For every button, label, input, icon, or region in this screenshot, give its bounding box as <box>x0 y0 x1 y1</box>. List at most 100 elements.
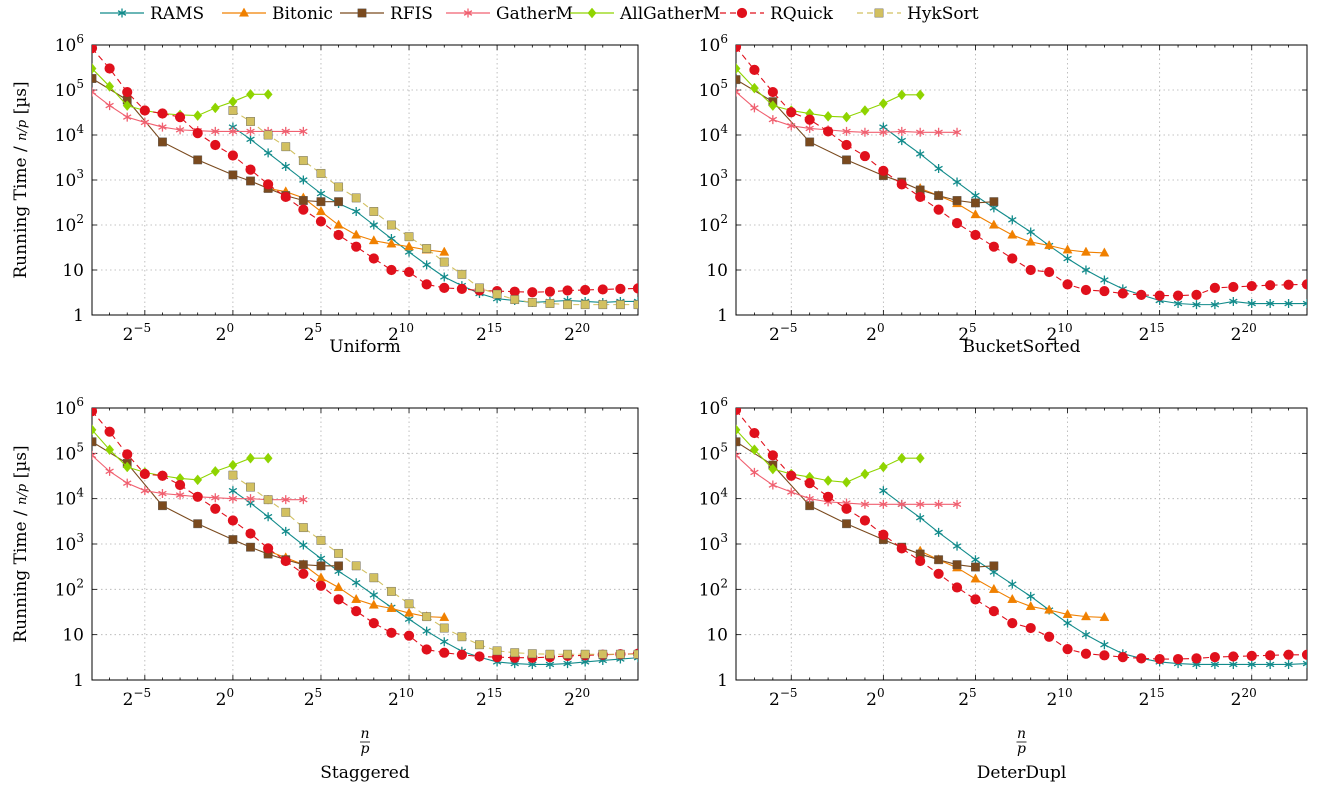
data-point <box>263 512 273 522</box>
data-point <box>440 637 449 647</box>
data-point <box>841 503 852 514</box>
data-point <box>105 81 115 92</box>
data-point <box>228 494 238 504</box>
data-point <box>1007 593 1018 603</box>
legend-marker <box>239 7 249 17</box>
data-point <box>580 300 590 310</box>
x-tick-label: 20 <box>866 321 884 345</box>
data-point <box>263 179 274 190</box>
data-point <box>1284 659 1293 669</box>
data-point <box>439 647 450 658</box>
data-point <box>1301 279 1307 290</box>
data-point <box>970 209 981 219</box>
data-point <box>263 543 274 554</box>
data-point <box>422 626 431 636</box>
y-tick-label: 104 <box>699 486 729 510</box>
y-tick-label: 1 <box>73 306 84 326</box>
series-rquick <box>736 408 1307 665</box>
x-tick-label: 215 <box>476 321 502 345</box>
data-point <box>457 632 467 642</box>
y-tick-label: 1 <box>717 306 728 326</box>
data-point <box>193 519 203 529</box>
y-tick-label: 106 <box>55 32 84 56</box>
data-point <box>1191 653 1202 664</box>
data-point <box>263 89 273 100</box>
data-point <box>439 246 450 256</box>
data-point <box>316 169 326 178</box>
data-point <box>439 282 450 294</box>
data-point <box>386 264 397 276</box>
x-axis-label-numerator: n <box>1017 726 1026 742</box>
series-gatherm <box>736 450 962 509</box>
data-point <box>228 535 238 545</box>
series-line <box>232 110 638 306</box>
y-tick-label: 10 <box>706 626 728 646</box>
series-line <box>736 68 921 118</box>
data-point <box>1007 229 1018 239</box>
data-point <box>1228 651 1239 662</box>
data-point <box>859 150 871 162</box>
data-point <box>263 452 273 464</box>
data-point <box>580 649 590 659</box>
y-tick-label: 102 <box>699 576 728 600</box>
data-point <box>1209 651 1221 663</box>
data-point <box>193 155 203 165</box>
data-point <box>387 220 396 230</box>
y-tick-label: 102 <box>55 576 84 600</box>
data-point <box>422 244 432 253</box>
data-point <box>422 260 431 270</box>
series-line <box>232 474 638 655</box>
data-point <box>1044 266 1055 278</box>
data-point <box>246 542 255 552</box>
data-point <box>281 507 291 517</box>
series-rfis <box>92 437 343 571</box>
data-point <box>860 127 870 137</box>
data-point <box>598 300 608 310</box>
data-point <box>509 286 520 297</box>
data-point <box>1210 300 1220 310</box>
data-point <box>915 127 925 137</box>
data-point <box>351 241 362 252</box>
data-point <box>105 444 115 456</box>
data-point <box>92 87 97 97</box>
data-point <box>351 593 362 603</box>
data-point <box>1044 240 1055 250</box>
data-point <box>615 649 625 659</box>
x-tick-label: 2−5 <box>123 686 152 710</box>
data-point <box>298 204 309 215</box>
data-point <box>896 179 907 190</box>
data-point <box>749 444 759 456</box>
data-point <box>316 189 326 199</box>
data-point <box>1247 299 1256 309</box>
data-point <box>841 139 852 151</box>
x-tick-label: 215 <box>1139 321 1165 345</box>
data-point <box>1025 622 1036 634</box>
data-point <box>768 115 778 125</box>
legend-item-hyksort: HykSort <box>857 4 979 24</box>
data-point <box>878 165 889 176</box>
data-point <box>736 408 742 416</box>
data-point <box>246 482 255 492</box>
data-point <box>263 495 273 505</box>
data-point <box>1265 280 1276 291</box>
data-point <box>915 191 926 203</box>
x-tick-label: 210 <box>1046 321 1072 345</box>
data-point <box>767 450 778 461</box>
data-point <box>1302 299 1307 309</box>
data-point <box>122 100 132 111</box>
data-point <box>805 137 815 147</box>
x-tick-label: 2−5 <box>769 321 798 345</box>
data-point <box>475 283 484 293</box>
panel-staggered: 2−5 20 25 210 215 220 1 10 102 103 104 105 106 Stagge… <box>11 395 639 783</box>
data-point <box>315 216 327 227</box>
data-point <box>988 606 999 617</box>
series-group <box>736 45 1307 310</box>
data-point <box>122 86 133 98</box>
data-point <box>736 450 741 460</box>
data-point <box>842 155 851 165</box>
data-point <box>439 257 449 267</box>
data-point <box>1265 299 1275 309</box>
data-point <box>1229 296 1238 306</box>
data-point <box>915 513 925 523</box>
series-hyksort <box>228 106 638 310</box>
